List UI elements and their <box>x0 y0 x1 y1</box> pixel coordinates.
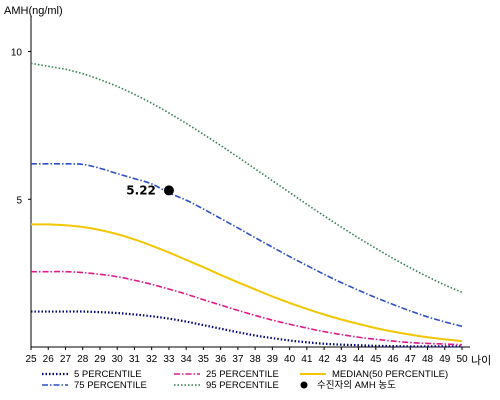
x-tick-label: 34 <box>181 354 193 365</box>
x-tick-label: 47 <box>405 354 417 365</box>
legend: 5 PERCENTILE 25 PERCENTILE MEDIAN(50 PERCE… <box>42 369 448 391</box>
x-tick-label: 29 <box>94 354 106 365</box>
patient-amh-value-label: 5.22 <box>126 183 156 197</box>
y-axis-title: AMH(ng/ml) <box>4 5 63 17</box>
x-tick-label: 42 <box>319 354 331 365</box>
x-tick-label: 33 <box>163 354 175 365</box>
tick-group: 25 26 27 28 29 30 31 32 33 34 35 36 37 38 39 40 41 42 43 44… <box>11 48 468 365</box>
x-tick-label: 39 <box>267 354 279 365</box>
x-tick-label: 45 <box>370 354 382 365</box>
x-tick-label: 46 <box>387 354 399 365</box>
series-layer <box>30 62 463 348</box>
x-tick-label: 43 <box>336 354 348 365</box>
legend-label: MEDIAN(50 PERCENTILE) <box>332 369 448 380</box>
series-line-median-50-percentile <box>30 223 463 343</box>
patient-amh-point <box>163 185 174 196</box>
legend-label: 75 PERCENTILE <box>74 380 147 391</box>
y-tick-label: 10 <box>11 48 23 59</box>
x-tick-label: 44 <box>353 354 365 365</box>
x-tick-label: 30 <box>112 354 124 365</box>
series-line-75-percentile <box>31 162 463 328</box>
point-layer: 5.22 <box>126 183 174 197</box>
x-tick-label: 48 <box>422 354 434 365</box>
legend-label: 25 PERCENTILE <box>206 369 279 380</box>
x-tick-label: 49 <box>439 354 451 365</box>
legend-label: 95 PERCENTILE <box>206 380 279 391</box>
x-tick-label: 36 <box>215 354 227 365</box>
legend-label: 수진자의 AMH 농도 <box>317 380 396 391</box>
series-line-5-percentile <box>31 310 462 348</box>
x-tick-label: 27 <box>60 354 72 365</box>
x-tick-label: 41 <box>301 354 313 365</box>
x-tick-label: 28 <box>77 354 89 365</box>
y-tick-label: 5 <box>16 195 22 206</box>
x-tick-label: 26 <box>43 354 55 365</box>
legend-label: 5 PERCENTILE <box>74 369 142 380</box>
x-tick-label: 25 <box>25 354 37 365</box>
series-line-25-percentile <box>31 270 463 346</box>
x-tick-label: 37 <box>232 354 244 365</box>
legend-point-marker <box>300 381 308 389</box>
x-tick-label: 38 <box>250 354 262 365</box>
x-axis-title: 나이 <box>471 354 491 367</box>
x-tick-label: 40 <box>284 354 296 365</box>
x-tick-label: 35 <box>198 354 210 365</box>
x-tick-label: 50 <box>456 354 468 365</box>
x-tick-label: 32 <box>146 354 158 365</box>
x-tick-label: 31 <box>129 354 141 365</box>
series-line-95-percentile <box>30 62 463 294</box>
